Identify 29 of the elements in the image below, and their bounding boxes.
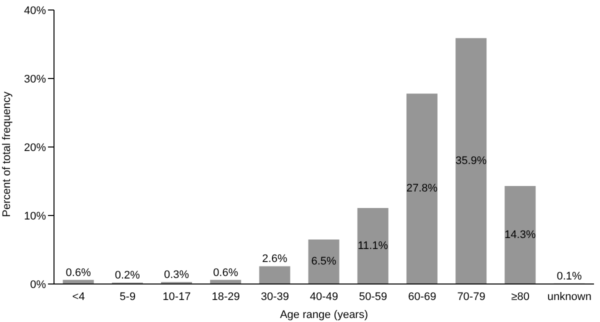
data-label: 0.3% xyxy=(164,268,190,281)
data-label: 11.1% xyxy=(358,240,388,252)
data-label: 2.6% xyxy=(262,253,288,266)
x-tick-label: 50-59 xyxy=(359,290,388,303)
x-tick-label: 10-17 xyxy=(162,290,191,303)
data-label: 27.8% xyxy=(406,182,438,195)
y-tick-label: 30% xyxy=(24,73,46,86)
x-tick-label: 70-79 xyxy=(457,290,486,303)
y-tick-label: 10% xyxy=(24,210,46,222)
y-tick-label: 40% xyxy=(24,4,46,17)
data-label: 6.5% xyxy=(311,256,337,268)
x-axis-title: Age range (years) xyxy=(280,309,368,321)
x-tick-label: 5-9 xyxy=(120,290,136,303)
y-tick-label: 20% xyxy=(24,142,46,154)
data-label: 0.6% xyxy=(66,266,92,279)
y-tick-label: 0% xyxy=(30,278,46,291)
data-label: 35.9% xyxy=(455,154,487,167)
x-tick-label: 30-39 xyxy=(260,290,289,303)
x-tick-label: ≥80 xyxy=(511,290,530,303)
y-axis-title: Percent of total frequency xyxy=(0,91,13,217)
x-tick-label: 18-29 xyxy=(212,290,240,303)
x-tick-label: 60-69 xyxy=(408,290,436,303)
data-label: 0.1% xyxy=(556,270,582,282)
x-tick-label: 40-49 xyxy=(310,290,338,303)
data-label: 14.3% xyxy=(504,228,536,241)
data-label: 0.6% xyxy=(213,266,238,279)
x-tick-label: <4 xyxy=(72,290,85,303)
x-tick-label: unknown xyxy=(547,290,592,303)
data-label: 0.2% xyxy=(114,270,140,282)
